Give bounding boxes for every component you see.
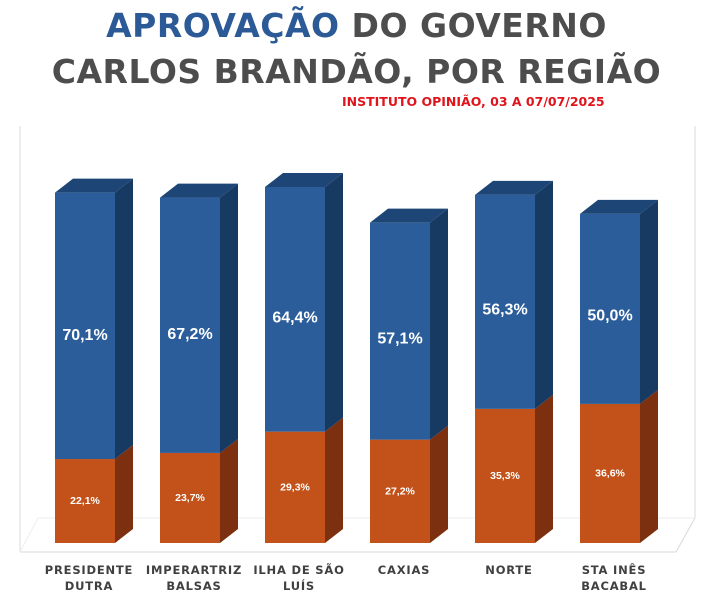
chart-title-line-2: CARLOS BRANDÃO, POR REGIÃO	[51, 52, 662, 91]
bar-top	[580, 199, 658, 214]
data-label-disapprove: 35,3%	[490, 470, 520, 482]
bar-approve	[265, 186, 325, 432]
bar-top	[265, 172, 343, 187]
data-label-disapprove: 36,6%	[595, 467, 625, 479]
bar-disapprove	[265, 431, 325, 543]
data-label-disapprove: 23,7%	[175, 492, 205, 504]
category-label: BALSAS	[166, 579, 221, 593]
data-label-approve: 56,3%	[482, 301, 527, 318]
floor-front-edge	[20, 517, 696, 553]
bar-side-approve	[535, 180, 553, 409]
category-label: STA INÊS	[582, 562, 647, 577]
chart-subtitle: INSTITUTO OPINIÃO, 03 A 07/07/2025	[342, 94, 605, 109]
bar-side-disapprove	[325, 417, 343, 543]
bar-approve	[370, 222, 430, 440]
bar-disapprove	[580, 403, 640, 543]
bar-side-disapprove	[430, 425, 448, 543]
bar-top	[160, 183, 238, 198]
category-label: ILHA DE SÃO	[253, 562, 344, 577]
category-label: NORTE	[485, 563, 532, 577]
bar-approve	[55, 192, 115, 460]
bar-disapprove	[160, 452, 220, 543]
bar-top	[370, 208, 448, 223]
bar-approve	[475, 194, 535, 409]
title-rest: DO GOVERNO	[339, 6, 607, 45]
bar-disapprove	[55, 459, 115, 543]
title-accent: APROVAÇÃO	[106, 6, 340, 45]
bar-side-disapprove	[115, 445, 133, 543]
bar-side-disapprove	[220, 438, 238, 543]
category-label: LUÍS	[283, 578, 315, 593]
data-label-disapprove: 29,3%	[280, 481, 310, 493]
category-label: CAXIAS	[378, 563, 430, 577]
bar-side-approve	[115, 178, 133, 460]
bar-top	[475, 180, 553, 195]
data-label-approve: 67,2%	[167, 326, 212, 343]
bar-side-approve	[640, 199, 658, 404]
data-label-approve: 57,1%	[377, 331, 422, 348]
bar-side-approve	[430, 208, 448, 440]
bar-top	[55, 178, 133, 193]
category-label: IMPERARTRIZ	[146, 563, 242, 577]
bar-side-approve	[325, 172, 343, 432]
bar-approve	[580, 213, 640, 404]
bar-side-approve	[220, 183, 238, 453]
category-label: PRESIDENTE	[45, 563, 133, 577]
data-label-approve: 50,0%	[587, 308, 632, 325]
bar-side-disapprove	[640, 389, 658, 543]
bar-side-disapprove	[535, 394, 553, 543]
data-label-approve: 64,4%	[272, 310, 317, 327]
category-label: DUTRA	[65, 579, 113, 593]
bar-disapprove	[370, 439, 430, 543]
data-label-disapprove: 22,1%	[70, 495, 100, 507]
data-label-approve: 70,1%	[62, 327, 107, 344]
bar-approve	[160, 197, 220, 453]
bar-disapprove	[475, 408, 535, 543]
chart-title-line-1: APROVAÇÃO DO GOVERNO	[0, 6, 713, 45]
data-label-disapprove: 27,2%	[385, 485, 415, 497]
category-label: BACABAL	[581, 579, 647, 593]
